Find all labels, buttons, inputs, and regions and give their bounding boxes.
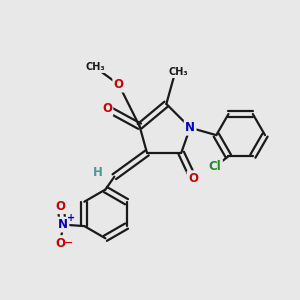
Text: O: O <box>102 102 112 115</box>
Text: O: O <box>56 200 65 213</box>
Text: O: O <box>188 172 198 185</box>
Text: N: N <box>58 218 68 231</box>
Text: O: O <box>114 78 124 91</box>
Text: H: H <box>93 166 103 179</box>
Text: +: + <box>67 213 75 223</box>
Text: −: − <box>64 238 74 248</box>
Text: O: O <box>56 236 65 250</box>
Text: CH₃: CH₃ <box>168 67 188 77</box>
Text: N: N <box>185 121 195 134</box>
Text: Cl: Cl <box>209 160 221 173</box>
Text: CH₃: CH₃ <box>85 62 105 72</box>
